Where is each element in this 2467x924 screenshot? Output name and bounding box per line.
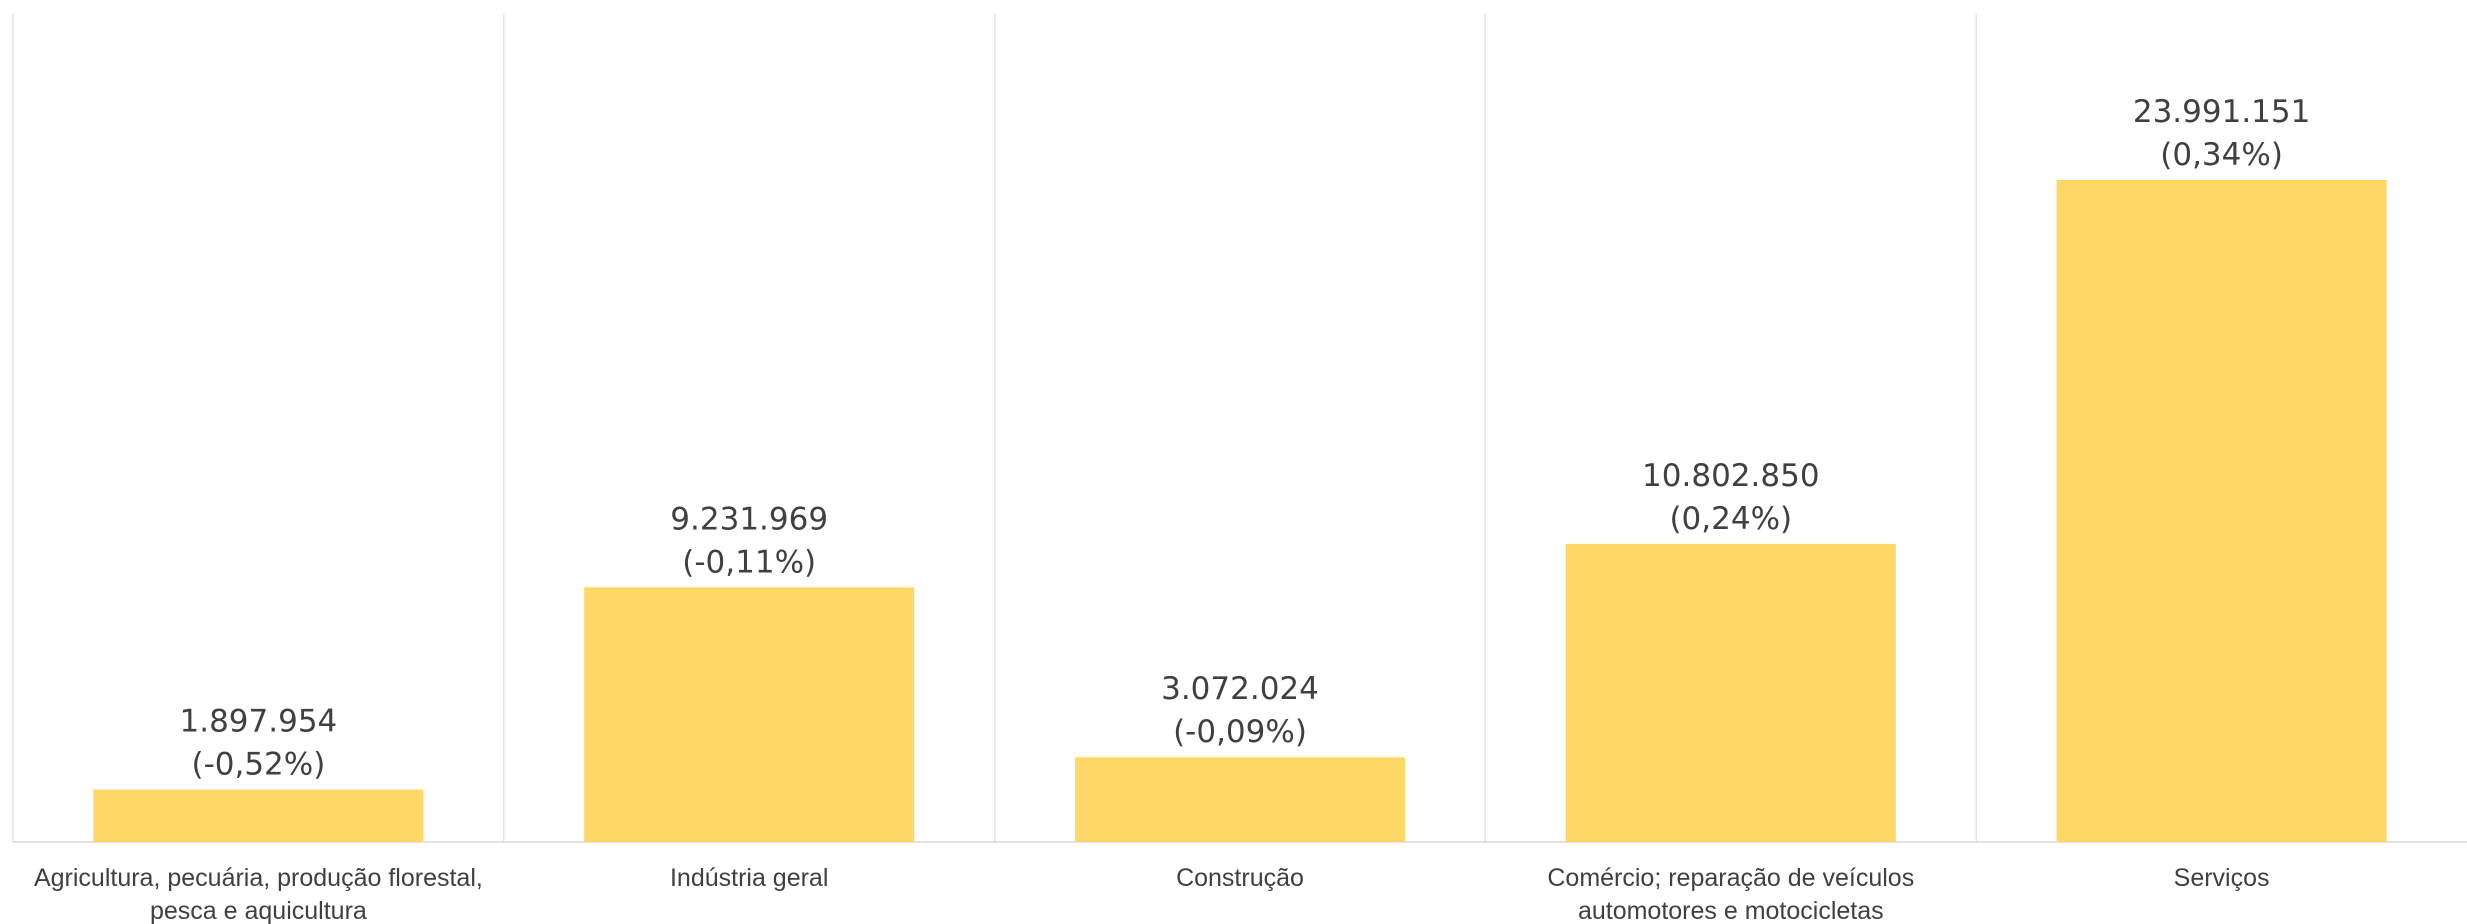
category-label-4: automotores e motocicletas bbox=[1578, 897, 1884, 924]
value-label-4: 10.802.850 bbox=[1642, 458, 1820, 494]
bar-3 bbox=[1075, 757, 1405, 842]
category-label-3: Construção bbox=[1176, 864, 1304, 892]
value-label-1: 1.897.954 bbox=[180, 704, 338, 740]
change-label-1: (-0,52%) bbox=[191, 747, 325, 783]
bar-1 bbox=[93, 789, 424, 842]
bar-2 bbox=[584, 587, 915, 842]
change-label-5: (0,34%) bbox=[2160, 137, 2283, 173]
categories-layer: Agricultura, pecuária, produção floresta… bbox=[34, 864, 2270, 924]
change-label-3: (-0,09%) bbox=[1173, 714, 1307, 750]
bar-4 bbox=[1565, 543, 1896, 842]
category-label-2: Indústria geral bbox=[670, 864, 828, 892]
labels-layer: 1.897.954 (-0,52%) 9.231.969 (-0,11%) 3.072.… bbox=[180, 94, 2311, 783]
change-label-4: (0,24%) bbox=[1669, 501, 1792, 537]
change-label-2: (-0,11%) bbox=[682, 544, 816, 580]
category-label-1: Agricultura, pecuária, produção floresta… bbox=[34, 864, 483, 892]
bars-layer bbox=[93, 180, 2387, 842]
bar-5 bbox=[2056, 180, 2387, 842]
category-label-5: Serviços bbox=[2174, 864, 2270, 892]
value-label-5: 23.991.151 bbox=[2133, 94, 2311, 130]
value-label-2: 9.231.969 bbox=[670, 501, 828, 537]
category-label-1: pesca e aquicultura bbox=[150, 897, 367, 924]
value-label-3: 3.072.024 bbox=[1161, 671, 1319, 707]
category-label-4: Comércio; reparação de veículos bbox=[1547, 864, 1914, 892]
